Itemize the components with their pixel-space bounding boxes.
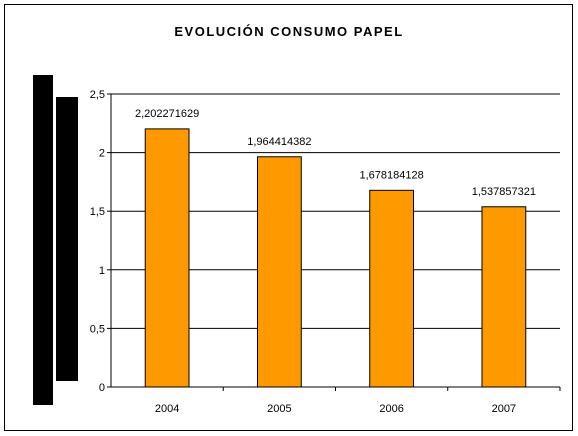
y-tick-label: 2,5 [90, 89, 105, 101]
redaction-block [33, 75, 53, 405]
x-tick-label: 2007 [492, 403, 516, 415]
data-label: 1,964414382 [247, 136, 311, 148]
bar [369, 189, 415, 388]
y-tick-label: 2 [99, 148, 105, 160]
data-label: 1,678184128 [360, 169, 424, 181]
data-label: 2,202271629 [135, 108, 199, 120]
bar [256, 156, 302, 388]
data-label: 1,537857321 [472, 186, 536, 198]
x-tick-label: 2004 [155, 403, 179, 415]
redaction-block [56, 97, 78, 381]
x-tick-label: 2005 [267, 403, 291, 415]
x-tick-label: 2006 [379, 403, 403, 415]
y-tick-label: 0,5 [90, 323, 105, 335]
bar [481, 206, 527, 388]
y-tick-label: 1,5 [90, 206, 105, 218]
y-tick-label: 0 [99, 382, 105, 394]
bar [144, 128, 190, 388]
chart-title: EVOLUCIÓN CONSUMO PAPEL [174, 24, 404, 39]
y-tick-label: 1 [99, 265, 105, 277]
